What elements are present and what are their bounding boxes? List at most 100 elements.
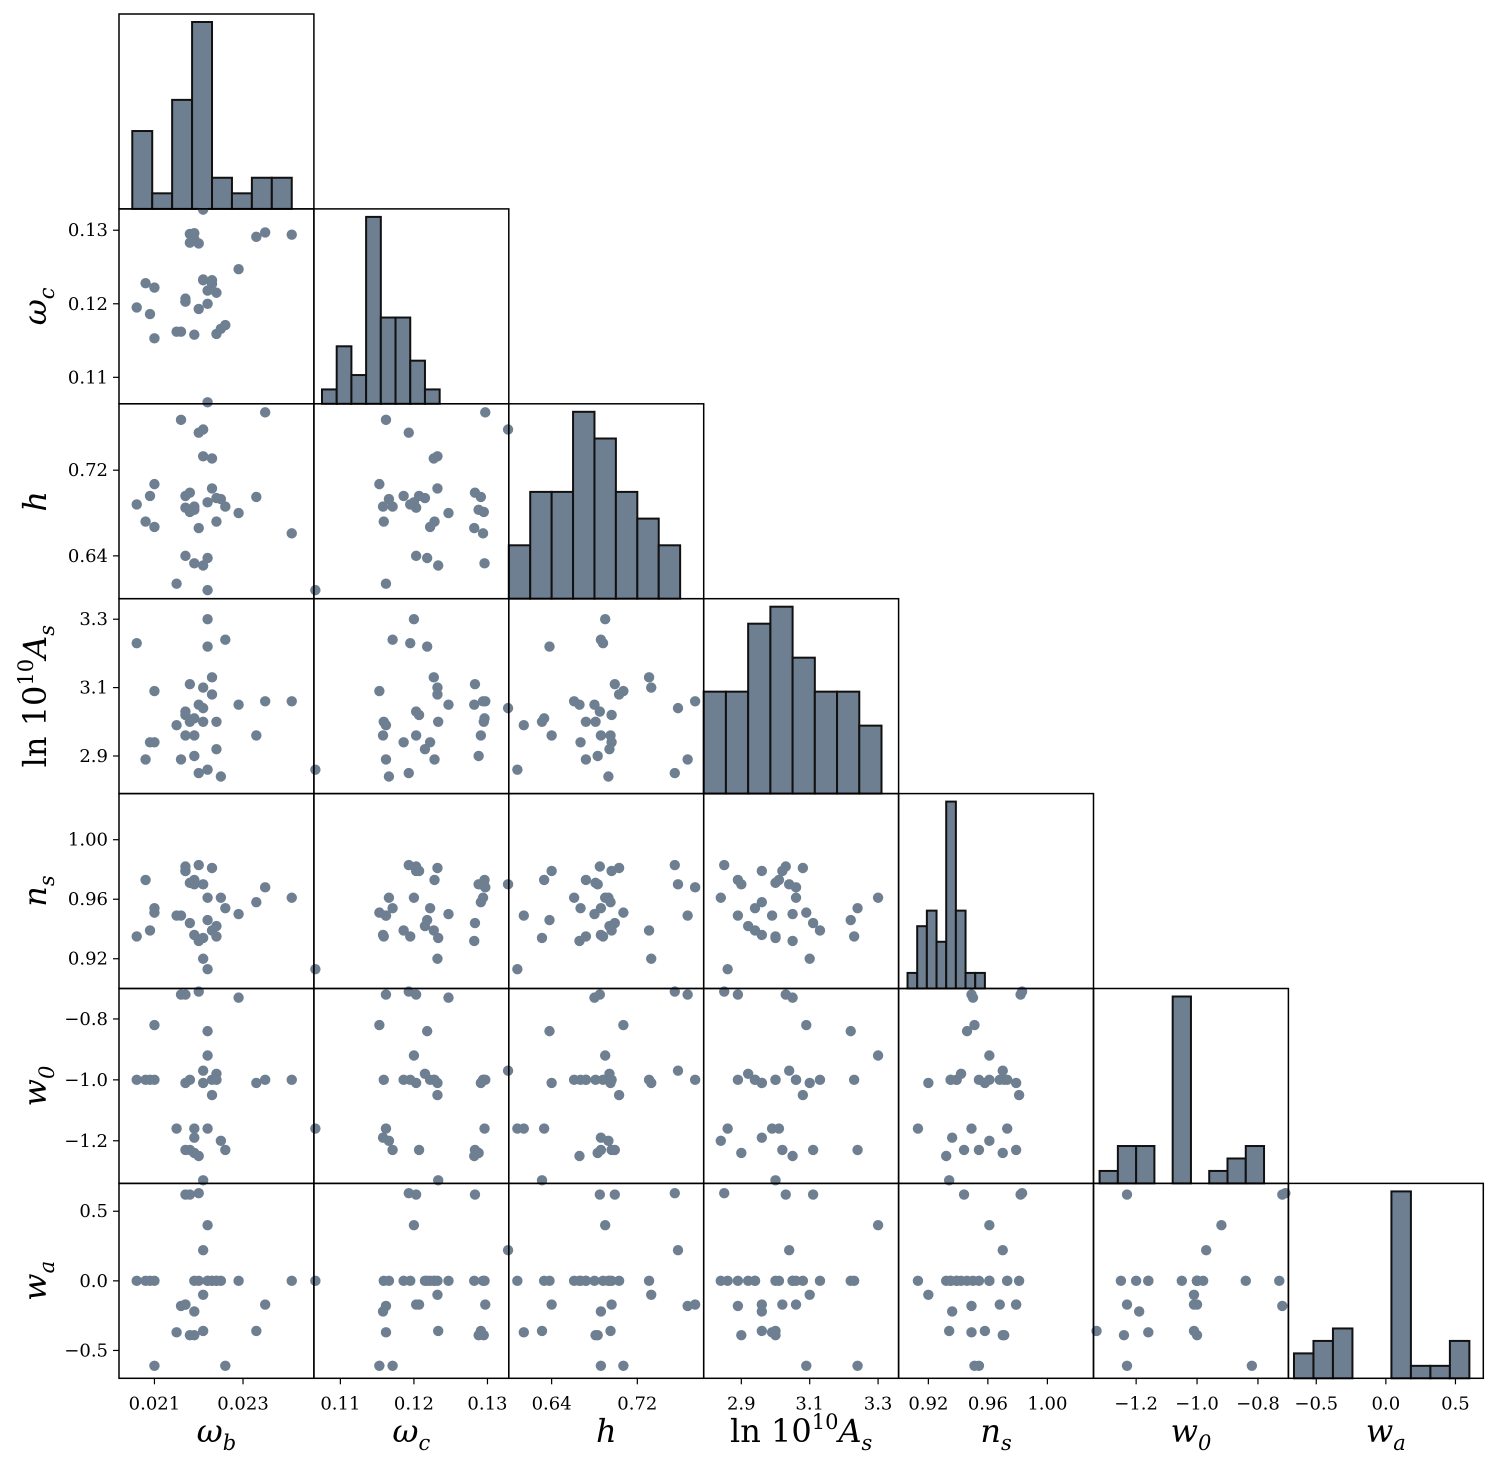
scatter-point: [1121, 1360, 1133, 1371]
scatter-point: [220, 1144, 231, 1156]
scatter-point: [202, 1123, 213, 1134]
x-tick-label: 0.12: [394, 1393, 434, 1414]
scatter-point: [777, 1144, 788, 1156]
scatter-point: [568, 696, 580, 707]
x-axis-label-w_a: wa: [1366, 1412, 1406, 1455]
scatter-point: [770, 1325, 781, 1337]
scatter-point: [424, 521, 436, 533]
scatter-point: [736, 1329, 747, 1341]
scatter-point: [1188, 1289, 1200, 1300]
scatter-point: [773, 1123, 785, 1134]
scatter-point: [421, 641, 433, 652]
scatter-point: [387, 501, 398, 512]
scatter-point: [419, 1275, 431, 1287]
hist-bar: [230, 192, 253, 210]
scatter-point: [202, 497, 213, 508]
hist-bar: [769, 605, 794, 795]
y-tick-label: 0.11: [68, 367, 108, 388]
scatter-point: [589, 1275, 600, 1287]
scatter-point: [852, 902, 863, 914]
scatter-point: [377, 501, 389, 512]
scatter-point: [801, 907, 812, 918]
hist-bar: [916, 925, 928, 990]
scatter-point: [475, 491, 487, 503]
scatter-point: [984, 1074, 995, 1086]
scatter-point: [202, 1025, 213, 1037]
scatter-point: [790, 1299, 802, 1310]
scatter-point: [410, 730, 422, 741]
scatter-point: [175, 326, 187, 337]
scatter-point: [184, 1189, 196, 1200]
scatter-point: [575, 902, 586, 914]
hist-bar: [836, 690, 861, 795]
scatter-point: [432, 689, 443, 700]
scatter-point: [592, 1329, 603, 1341]
scatter-point: [193, 303, 204, 315]
y-tick-label: 0.12: [68, 294, 108, 315]
scatter-point: [193, 238, 204, 249]
x-axis-label-h: h: [596, 1412, 617, 1450]
scatter-point: [973, 1144, 985, 1156]
hist-bar: [724, 690, 750, 795]
scatter-point: [215, 771, 227, 782]
scatter-point: [946, 1132, 958, 1143]
scatter-point: [189, 1329, 200, 1341]
scatter-point: [149, 1360, 160, 1371]
scatter-point: [580, 1275, 592, 1287]
scatter-point: [189, 730, 200, 741]
y-axis-label-h: h: [16, 491, 54, 512]
hist-bar: [409, 359, 426, 405]
scatter-point: [251, 231, 262, 243]
scatter-point: [206, 862, 218, 874]
scatter-point: [912, 1123, 924, 1134]
scatter-point: [966, 1300, 977, 1312]
scatter-point: [719, 859, 730, 871]
scatter-point: [672, 879, 684, 890]
y-tick-label: −1.0: [64, 1070, 108, 1091]
scatter-point: [189, 713, 200, 724]
scatter-point: [770, 1074, 781, 1086]
scatter-point: [736, 1147, 747, 1159]
y-axis-label-w_0: w0: [16, 1066, 59, 1107]
scatter-point: [469, 1189, 481, 1200]
y-tick-label: 3.1: [79, 678, 108, 699]
scatter-point: [1010, 1299, 1022, 1310]
scatter-point: [380, 1327, 392, 1338]
scatter-point: [443, 507, 454, 519]
scatter-point: [589, 908, 600, 920]
scatter-point: [955, 1068, 967, 1079]
hist-bar: [171, 98, 194, 210]
scatter-point: [719, 1187, 730, 1199]
scatter-omega_b-vs-lnAs: [131, 614, 297, 782]
scatter-point: [171, 578, 182, 589]
scatter-point: [787, 908, 798, 920]
scatter-point: [594, 861, 606, 872]
x-tick-label: 0.0: [1372, 1393, 1401, 1414]
scatter-point: [756, 1306, 768, 1317]
scatter-point: [259, 1074, 271, 1086]
scatter-point: [378, 716, 389, 727]
scatter-h-vs-w_0: [512, 986, 701, 1186]
scatter-point: [233, 699, 244, 710]
scatter-point: [595, 929, 607, 941]
scatter-point: [580, 754, 592, 765]
scatter-point: [979, 1325, 991, 1337]
scatter-point: [202, 397, 213, 408]
scatter-point: [211, 516, 222, 527]
scatter-point: [1133, 1306, 1145, 1317]
scatter-point: [408, 1050, 420, 1061]
scatter-point: [1130, 1275, 1142, 1287]
x-tick-label: 0.13: [467, 1393, 507, 1414]
scatter-omega_c-vs-n_s: [310, 859, 514, 975]
scatter-point: [804, 1289, 815, 1300]
y-tick-label: 0.64: [68, 546, 108, 567]
scatter-point: [756, 1077, 768, 1089]
scatter-point: [206, 483, 218, 494]
scatter-omega_b-vs-omega_c: [131, 204, 297, 408]
scatter-point: [804, 1077, 815, 1089]
scatter-point: [480, 1299, 491, 1310]
hist-bar: [423, 388, 441, 405]
scatter-point: [969, 1019, 980, 1031]
y-tick-label: 3.3: [79, 609, 108, 630]
scatter-point: [845, 914, 856, 926]
